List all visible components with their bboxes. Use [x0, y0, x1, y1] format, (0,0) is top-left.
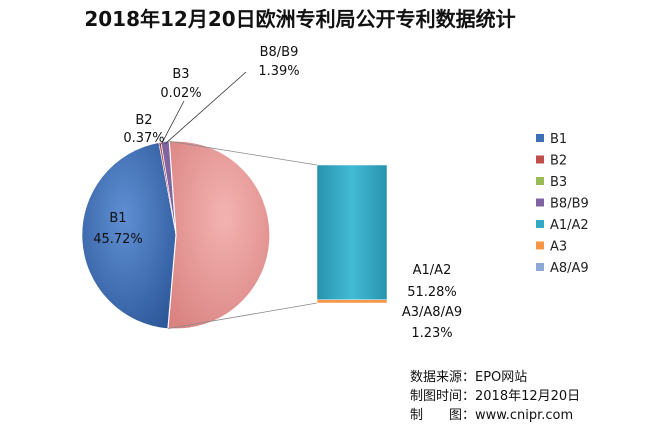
legend-swatch-a1a2	[536, 220, 544, 228]
legend-swatch-b1	[536, 134, 544, 142]
maker-line: 制 图：www.cnipr.com	[410, 408, 573, 423]
legend-swatch-b3	[536, 177, 544, 185]
legend-label-b2: B2	[550, 154, 567, 169]
label-b8b9-value: 1.39%	[258, 64, 299, 79]
label-b3-value: 0.02%	[160, 86, 201, 101]
bar-segment-a1a2	[317, 165, 387, 300]
slice-a-group	[168, 141, 270, 329]
label-b1-value: 45.72%	[93, 232, 143, 247]
date-line: 制图时间：2018年12月20日	[410, 389, 580, 404]
label-b2-value: 0.37%	[123, 131, 164, 146]
legend-swatch-b8b9	[536, 199, 544, 207]
leader-lines	[160, 72, 246, 146]
label-b3-name: B3	[172, 67, 189, 82]
label-a1a2-name: A1/A2	[413, 263, 452, 278]
legend-label-a8a9: A8/A9	[550, 261, 589, 276]
chart-title: 2018年12月20日欧洲专利局公开专利数据统计	[84, 7, 515, 31]
legend: B1 B2 B3 B8/B9 A1/A2 A3 A8/A9	[536, 132, 589, 276]
leader-b3	[161, 101, 184, 144]
legend-label-b1: B1	[550, 132, 567, 147]
bar-segment-a3	[317, 300, 387, 303]
legend-swatch-a3	[536, 242, 544, 250]
label-b1-name: B1	[109, 211, 126, 226]
breakout-bar	[317, 165, 387, 303]
legend-label-b8b9: B8/B9	[550, 197, 589, 212]
legend-label-a1a2: A1/A2	[550, 218, 589, 233]
legend-swatch-b2	[536, 156, 544, 164]
label-b8b9-name: B8/B9	[260, 45, 299, 60]
label-a1a2-value: 51.28%	[407, 285, 457, 300]
legend-label-b3: B3	[550, 175, 567, 190]
label-a3a8a9-name: A3/A8/A9	[402, 305, 462, 320]
label-b2-name: B2	[135, 113, 152, 128]
leader-b8b9	[165, 72, 246, 144]
label-a3a8a9-value: 1.23%	[411, 326, 452, 341]
legend-label-a3: A3	[550, 240, 567, 255]
source-line: 数据来源：EPO网站	[410, 370, 527, 385]
legend-swatch-a8a9	[536, 263, 544, 271]
